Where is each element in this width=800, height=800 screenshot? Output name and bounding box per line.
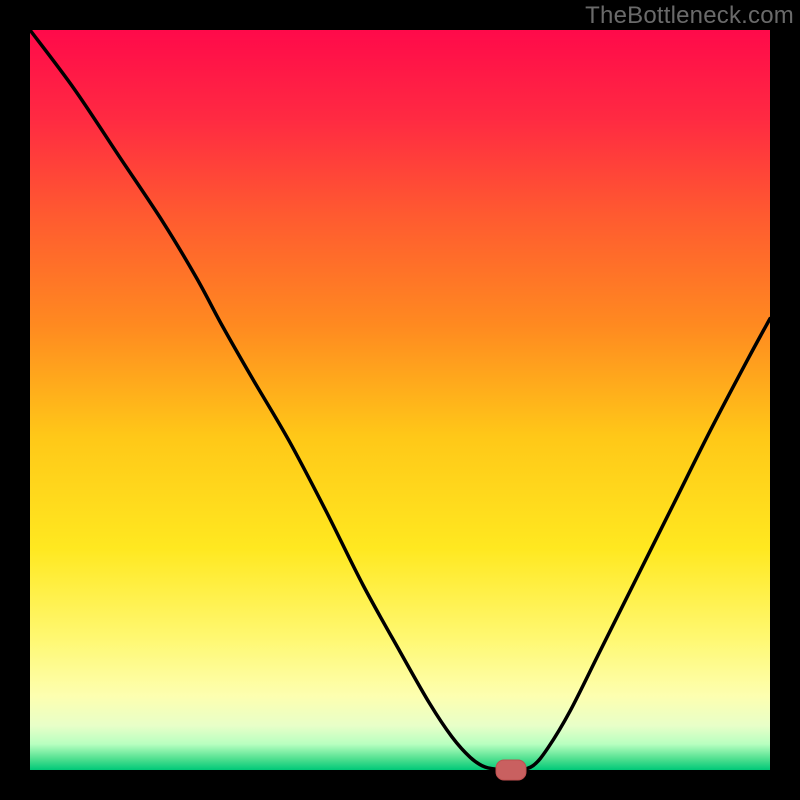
optimal-marker [496, 760, 526, 780]
bottleneck-chart [0, 0, 800, 800]
plot-area [30, 30, 770, 770]
watermark-text: TheBottleneck.com [585, 2, 794, 30]
chart-container: TheBottleneck.com [0, 0, 800, 800]
